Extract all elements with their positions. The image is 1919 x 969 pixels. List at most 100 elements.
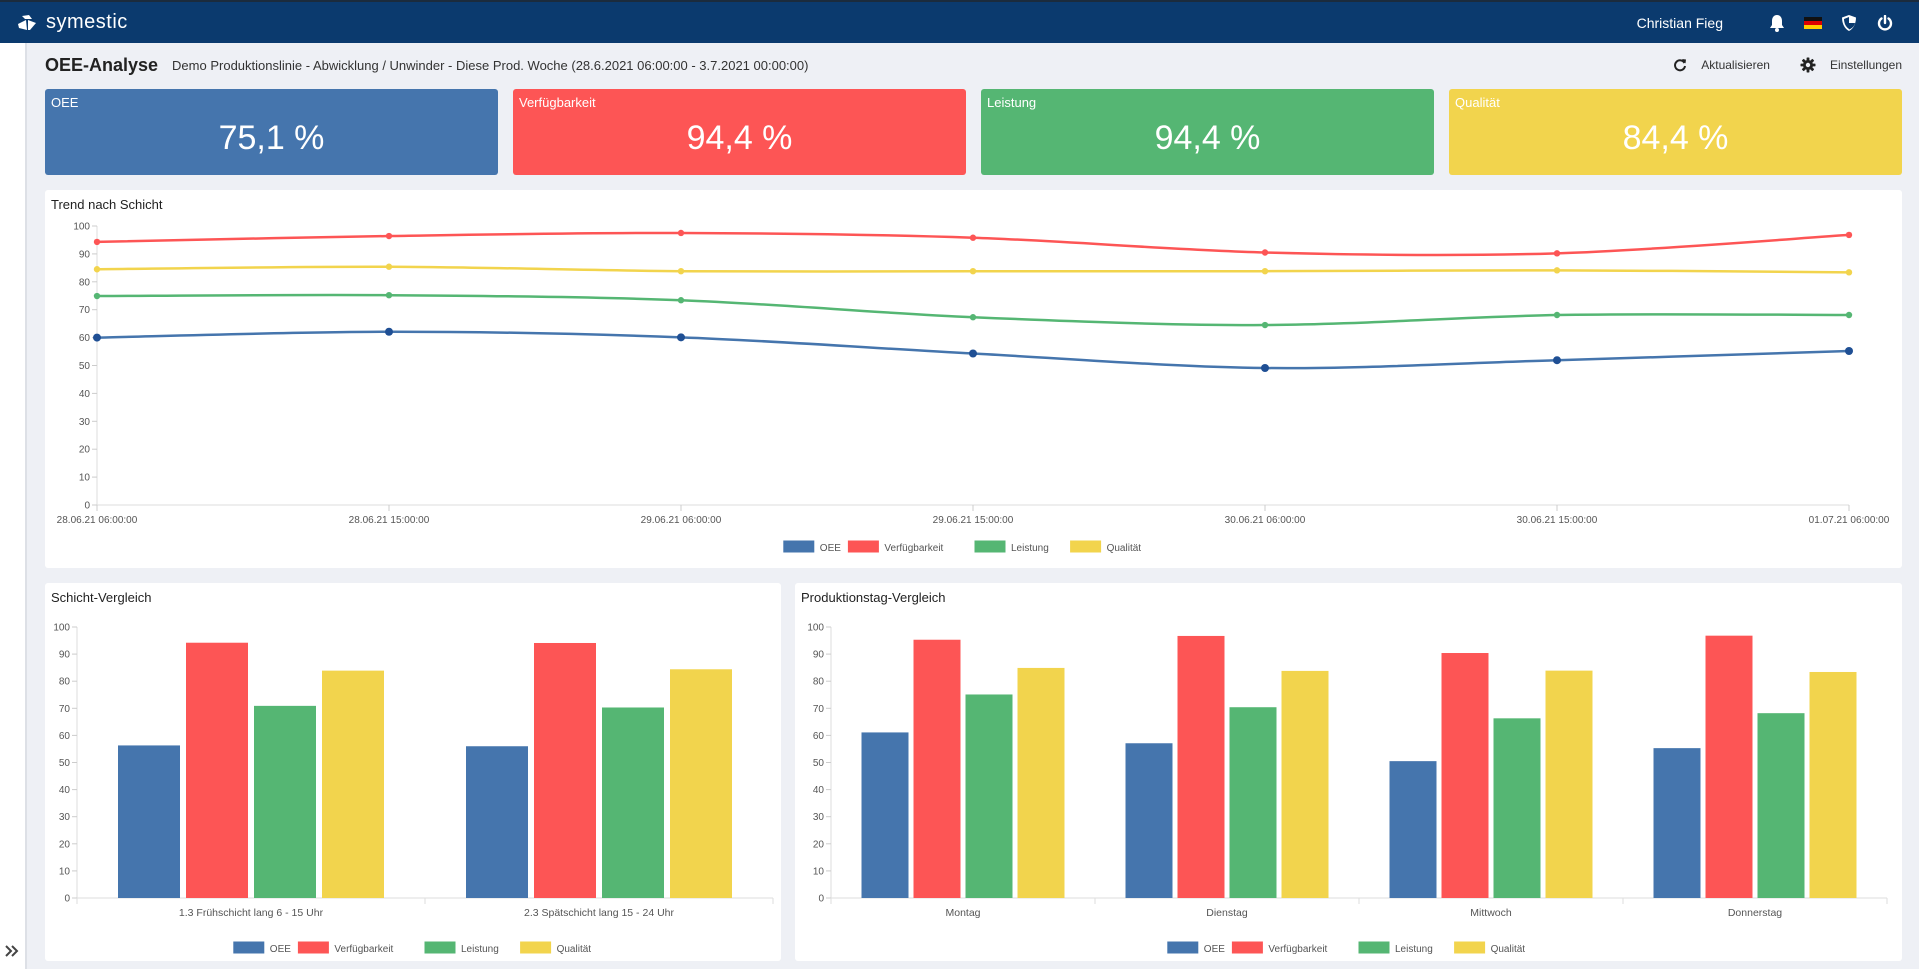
data-point-verfuegbarkeit[interactable]	[969, 234, 977, 241]
data-point-leistung[interactable]	[1845, 311, 1853, 319]
refresh-button[interactable]: Aktualisieren	[1673, 58, 1770, 72]
y-tick-label: 60	[79, 333, 91, 344]
shield-icon[interactable]	[1839, 13, 1859, 33]
data-point-qualitaet[interactable]	[1553, 267, 1561, 274]
settings-button[interactable]: Einstellungen	[1800, 57, 1902, 73]
bar-leistung[interactable]	[1229, 707, 1277, 898]
bar-verfuegbarkeit[interactable]	[1177, 635, 1225, 898]
bar-verfuegbarkeit[interactable]	[186, 642, 248, 898]
legend-item-verfuegbarkeit[interactable]: Verfügbarkeit	[297, 941, 394, 955]
legend-item-oee[interactable]: OEE	[783, 540, 841, 554]
data-point-qualitaet[interactable]	[385, 263, 393, 270]
bar-oee[interactable]	[1125, 743, 1173, 898]
legend-swatch	[974, 540, 1006, 553]
user-name[interactable]: Christian Fieg	[1636, 14, 1723, 31]
data-point-qualitaet[interactable]	[969, 267, 977, 275]
data-point-oee[interactable]	[1261, 364, 1269, 373]
legend-swatch	[1358, 941, 1390, 954]
data-point-verfuegbarkeit[interactable]	[1261, 249, 1269, 256]
data-point-oee[interactable]	[93, 333, 101, 342]
y-tick-label: 70	[79, 305, 91, 316]
bar-leistung[interactable]	[965, 694, 1013, 898]
legend-item-verfuegbarkeit[interactable]: Verfügbarkeit	[847, 540, 944, 554]
bar-qualitaet[interactable]	[1809, 671, 1857, 898]
data-point-qualitaet[interactable]	[1845, 269, 1853, 276]
data-point-oee[interactable]	[1553, 356, 1561, 365]
kpi-card-leistung[interactable]: Leistung 94,4 %	[981, 89, 1434, 175]
bar-qualitaet[interactable]	[670, 669, 732, 898]
data-point-verfuegbarkeit[interactable]	[677, 229, 685, 237]
y-tick-label: 80	[79, 277, 91, 288]
bar-verfuegbarkeit[interactable]	[534, 642, 596, 898]
bar-verfuegbarkeit[interactable]	[913, 639, 961, 898]
legend-swatch	[1070, 540, 1102, 553]
data-point-oee[interactable]	[969, 349, 977, 358]
legend-item-leistung[interactable]: Leistung	[974, 540, 1049, 554]
bar-qualitaet[interactable]	[1281, 670, 1329, 898]
data-point-qualitaet[interactable]	[677, 267, 685, 275]
legend-item-leistung[interactable]: Leistung	[1358, 941, 1433, 955]
data-point-verfuegbarkeit[interactable]	[1553, 250, 1561, 257]
data-point-oee[interactable]	[1845, 346, 1853, 355]
legend-item-verfuegbarkeit[interactable]: Verfügbarkeit	[1231, 941, 1328, 955]
legend-item-qualitaet[interactable]: Qualität	[520, 941, 592, 955]
bell-icon[interactable]	[1767, 13, 1787, 33]
data-point-leistung[interactable]	[677, 297, 685, 304]
bar-leistung[interactable]	[1757, 713, 1805, 898]
bar-leistung[interactable]	[1493, 718, 1541, 898]
bar-verfuegbarkeit[interactable]	[1441, 653, 1489, 898]
legend-item-leistung[interactable]: Leistung	[424, 941, 499, 955]
x-tick-label: 30.06.21 06:00:00	[1225, 515, 1306, 526]
data-point-verfuegbarkeit[interactable]	[1845, 231, 1853, 239]
flag-de-icon[interactable]	[1803, 13, 1823, 33]
bar-leistung[interactable]	[254, 705, 316, 898]
data-point-leistung[interactable]	[969, 314, 977, 321]
page-title: OEE-Analyse	[45, 54, 159, 75]
data-point-qualitaet[interactable]	[93, 266, 101, 273]
y-tick-label: 50	[813, 758, 825, 769]
data-point-oee[interactable]	[677, 333, 685, 342]
day-bar-chart: 0 10 20 30 40 50 60 70 80 90 100 Montag Dienstag Mitt…	[807, 623, 1888, 955]
bar-oee[interactable]	[1389, 761, 1437, 898]
legend-item-oee[interactable]: OEE	[233, 941, 291, 955]
legend-label: OEE	[270, 944, 291, 955]
legend-item-qualitaet[interactable]: Qualität	[1070, 540, 1142, 554]
legend-item-qualitaet[interactable]: Qualität	[1454, 941, 1526, 955]
data-point-qualitaet[interactable]	[1261, 267, 1269, 275]
x-tick-label: 01.07.21 06:00:00	[1809, 515, 1890, 526]
bar-leistung[interactable]	[602, 707, 664, 898]
bar-qualitaet[interactable]	[1545, 670, 1593, 898]
bar-oee[interactable]	[118, 745, 180, 898]
panel-title: Trend nach Schicht	[51, 197, 163, 212]
legend-swatch	[1231, 941, 1263, 954]
bar-oee[interactable]	[1653, 748, 1701, 898]
power-icon[interactable]	[1875, 13, 1895, 33]
legend-label: Qualität	[1491, 944, 1526, 955]
panel-title: Schicht-Vergleich	[51, 590, 152, 605]
y-tick-label: 70	[59, 704, 71, 715]
kpi-card-qualitaet[interactable]: Qualität 84,4 %	[1449, 89, 1902, 175]
x-category-label: 2.3 Spätschicht lang 15 - 24 Uhr	[524, 907, 675, 919]
data-point-leistung[interactable]	[1261, 321, 1269, 329]
legend-swatch	[520, 941, 552, 954]
kpi-card-verfuegbarkeit[interactable]: Verfügbarkeit 94,4 %	[513, 89, 966, 175]
kpi-card-oee[interactable]: OEE 75,1 %	[45, 89, 498, 175]
y-tick-label: 10	[79, 473, 91, 484]
data-point-oee[interactable]	[385, 327, 393, 336]
legend-item-oee[interactable]: OEE	[1167, 941, 1225, 955]
bar-oee[interactable]	[861, 732, 909, 898]
bar-qualitaet[interactable]	[1017, 667, 1065, 898]
bar-oee[interactable]	[466, 746, 528, 898]
bar-verfuegbarkeit[interactable]	[1705, 635, 1753, 898]
data-point-leistung[interactable]	[93, 292, 101, 300]
panel-title: Produktionstag-Vergleich	[801, 590, 946, 605]
brand-logo[interactable]: symestic	[16, 11, 128, 34]
symestic-logo-icon	[18, 14, 36, 30]
data-point-verfuegbarkeit[interactable]	[385, 232, 393, 240]
data-point-verfuegbarkeit[interactable]	[93, 238, 101, 246]
data-point-leistung[interactable]	[1553, 311, 1561, 319]
data-point-leistung[interactable]	[385, 291, 393, 299]
y-tick-label: 0	[84, 501, 90, 512]
double-chevron-right-icon[interactable]	[4, 944, 20, 963]
bar-qualitaet[interactable]	[322, 670, 384, 898]
